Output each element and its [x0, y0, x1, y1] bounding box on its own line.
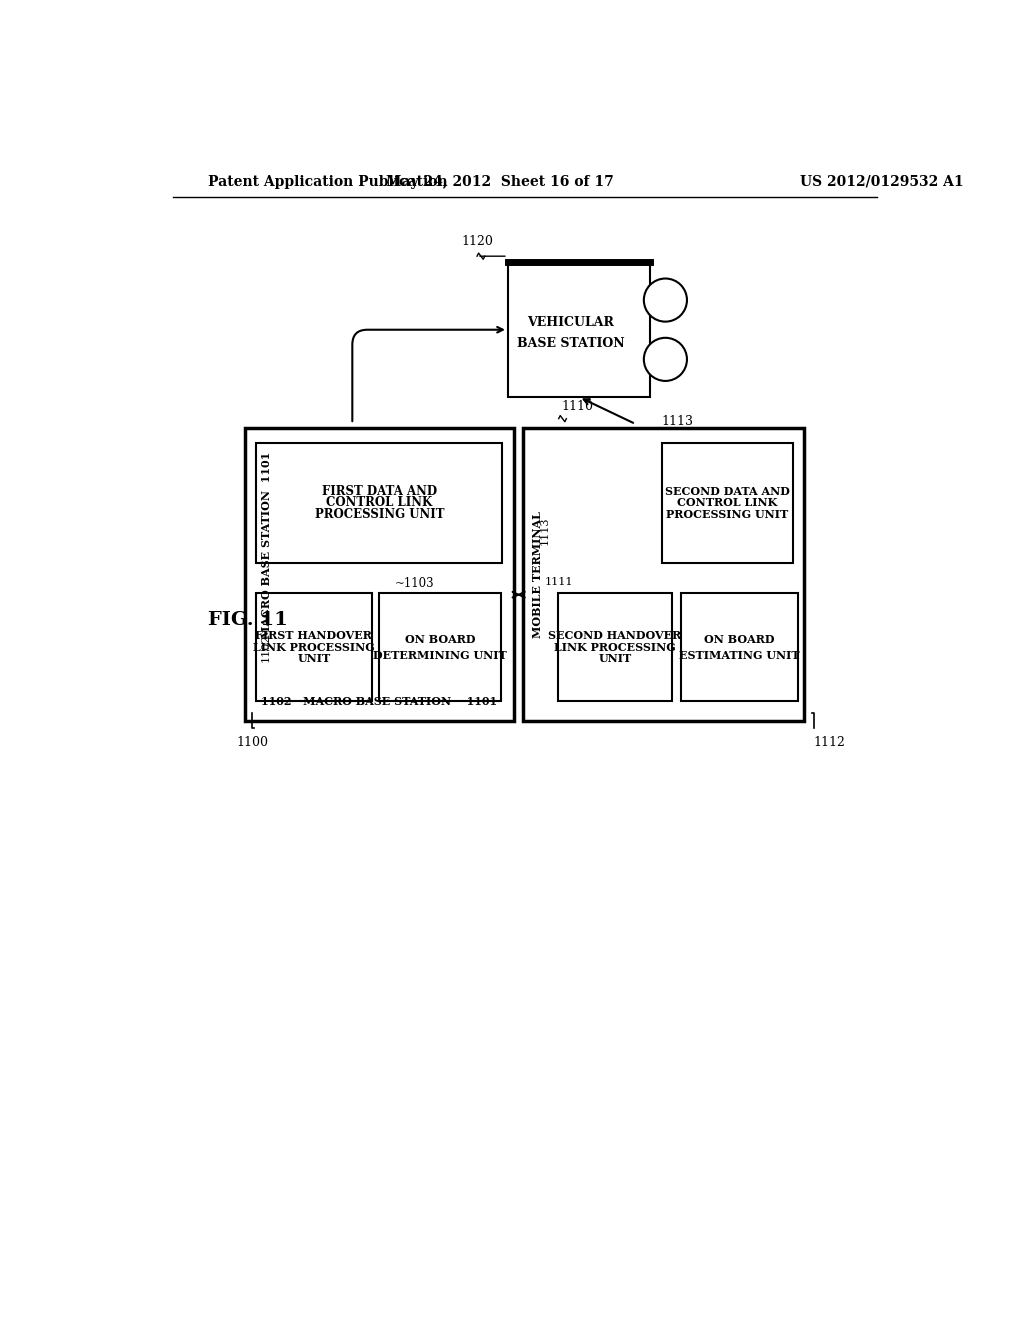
Text: ~1103: ~1103 — [394, 577, 434, 590]
Text: ON BOARD: ON BOARD — [705, 634, 775, 645]
Bar — [379, 594, 501, 701]
Text: US 2012/0129532 A1: US 2012/0129532 A1 — [801, 174, 964, 189]
Text: UNIT: UNIT — [297, 653, 331, 664]
Bar — [662, 444, 793, 562]
Text: VEHICULAR: VEHICULAR — [527, 317, 614, 330]
Text: 1100: 1100 — [237, 737, 269, 748]
Text: LINK PROCESSING: LINK PROCESSING — [253, 642, 375, 653]
Bar — [681, 594, 798, 701]
Text: FIRST HANDOVER: FIRST HANDOVER — [255, 631, 373, 642]
Text: DETERMINING UNIT: DETERMINING UNIT — [373, 649, 507, 660]
Text: 1102   MACRO BASE STATION    1101: 1102 MACRO BASE STATION 1101 — [261, 696, 498, 706]
Text: 1120: 1120 — [462, 235, 494, 248]
Text: BASE STATION: BASE STATION — [517, 337, 625, 350]
Text: PROCESSING UNIT: PROCESSING UNIT — [667, 510, 788, 520]
Bar — [256, 444, 503, 562]
Text: 1110: 1110 — [562, 400, 594, 412]
Text: FIRST DATA AND: FIRST DATA AND — [322, 484, 437, 498]
Text: 1113: 1113 — [540, 516, 550, 545]
Text: ON BOARD: ON BOARD — [404, 634, 475, 645]
Bar — [508, 263, 650, 397]
Text: CONTROL LINK: CONTROL LINK — [327, 496, 432, 510]
Text: FIG. 11: FIG. 11 — [208, 611, 288, 630]
Text: UNIT: UNIT — [598, 653, 632, 664]
Circle shape — [644, 279, 687, 322]
Text: LINK PROCESSING: LINK PROCESSING — [554, 642, 676, 653]
Circle shape — [644, 338, 687, 381]
Text: 1113: 1113 — [662, 414, 694, 428]
Bar — [245, 428, 514, 721]
Text: MACRO BASE STATION  1101: MACRO BASE STATION 1101 — [260, 451, 271, 638]
Bar — [523, 428, 804, 721]
Text: 1102: 1102 — [261, 634, 271, 661]
Text: MOBILE TERMINAL: MOBILE TERMINAL — [531, 511, 543, 638]
Text: SECOND HANDOVER: SECOND HANDOVER — [548, 631, 682, 642]
Text: Patent Application Publication: Patent Application Publication — [208, 174, 447, 189]
Text: PROCESSING UNIT: PROCESSING UNIT — [314, 508, 444, 521]
Text: SECOND DATA AND: SECOND DATA AND — [665, 486, 790, 496]
Text: ESTIMATING UNIT: ESTIMATING UNIT — [679, 649, 800, 660]
Bar — [558, 594, 672, 701]
Text: 1111: 1111 — [545, 577, 573, 587]
Text: 1112: 1112 — [813, 737, 846, 748]
Text: May 24, 2012  Sheet 16 of 17: May 24, 2012 Sheet 16 of 17 — [386, 174, 614, 189]
Text: CONTROL LINK: CONTROL LINK — [677, 498, 777, 508]
Bar — [256, 594, 372, 701]
